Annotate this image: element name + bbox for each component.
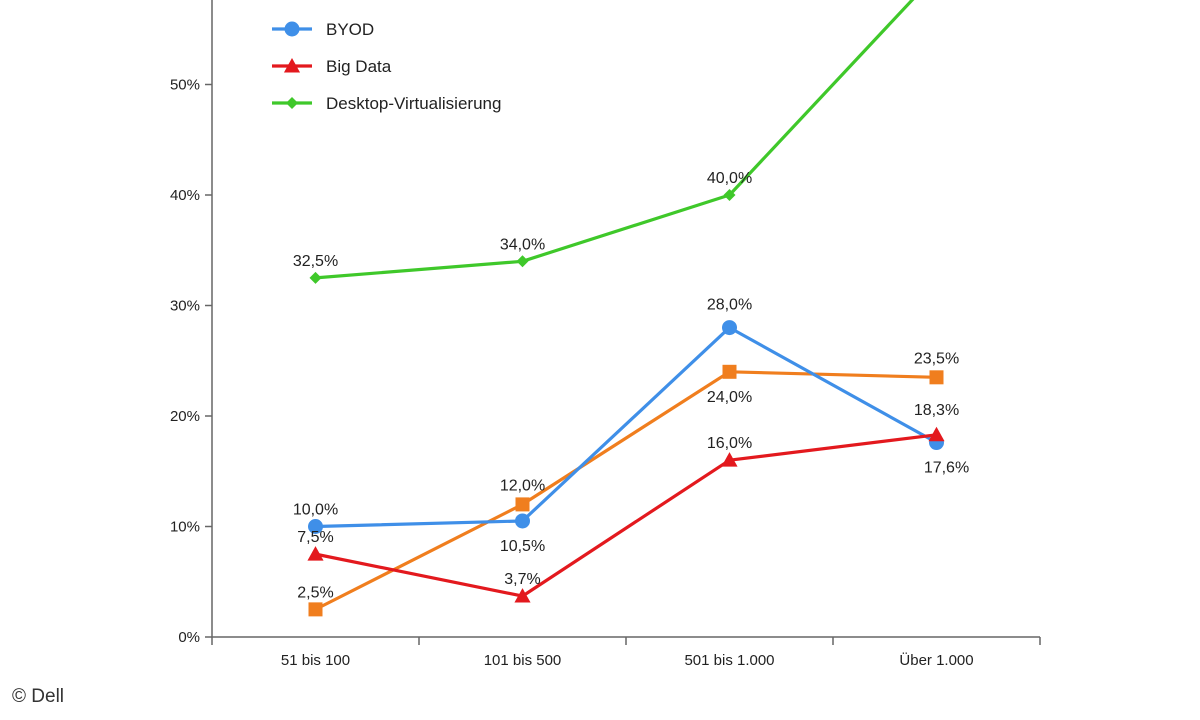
data-point — [514, 588, 531, 603]
y-tick-label: 20% — [170, 408, 200, 425]
x-tick-label: 501 bis 1.000 — [684, 652, 774, 669]
data-point — [929, 370, 944, 385]
data-label: 23,5% — [914, 350, 959, 367]
series-1: 10,0% 10,5% 28,0% 17,6% — [293, 297, 969, 555]
data-label: 16,0% — [707, 435, 752, 452]
data-label: 32,5% — [293, 253, 338, 270]
data-point — [308, 602, 323, 617]
data-label: 7,5% — [297, 529, 333, 546]
data-point — [516, 255, 529, 268]
legend-label: Desktop-Virtualisierung — [326, 94, 501, 113]
data-label: 28,0% — [707, 297, 752, 314]
data-point — [723, 189, 736, 201]
data-label: 10,0% — [293, 502, 338, 519]
y-tick-label: 40% — [170, 187, 200, 204]
data-label: 10,5% — [500, 538, 545, 555]
data-point — [928, 426, 945, 442]
x-ticks: 51 bis 100 101 bis 500 501 bis 1.000 Über 1… — [211, 637, 1041, 669]
data-label: 24,0% — [707, 389, 752, 406]
series-group: 2,5%12,0%24,0%23,5%10,0%10,5%28,0%17,6%7… — [293, 0, 969, 617]
data-label: 17,6% — [924, 460, 969, 477]
y-tick-label: 0% — [178, 629, 200, 646]
series-3: 32,5% 34,0% 40,0% — [293, 0, 915, 284]
data-point — [308, 519, 323, 534]
series-line — [315, 326, 938, 529]
series-line — [315, 0, 915, 280]
data-point — [515, 497, 530, 512]
data-label: 12,0% — [500, 477, 545, 494]
series-line — [314, 370, 937, 611]
y-tick-label: 10% — [170, 519, 200, 536]
x-tick-label: 51 bis 100 — [281, 652, 350, 669]
data-label: 3,7% — [504, 571, 540, 588]
data-point — [721, 452, 738, 467]
data-point — [722, 364, 737, 379]
data-label: 2,5% — [297, 584, 333, 601]
y-tick-label: 30% — [170, 298, 200, 315]
data-point — [515, 513, 530, 529]
legend-label: Big Data — [326, 57, 392, 76]
data-label: 40,0% — [707, 170, 752, 187]
y-tick-label: 50% — [170, 77, 200, 94]
series-line — [315, 433, 937, 598]
data-label: 34,0% — [500, 236, 545, 253]
series-2: 7,5% 3,7% 16,0% 18,3% — [297, 402, 959, 603]
x-tick-label: 101 bis 500 — [484, 652, 562, 669]
x-tick-label: Über 1.000 — [899, 651, 973, 669]
credit-text: © Dell — [12, 686, 65, 707]
legend-label: BYOD — [326, 20, 374, 39]
y-ticks: 0% 10% 20% 30% 40% 50% — [170, 77, 212, 646]
legend-marker — [284, 21, 300, 37]
legend-marker — [286, 97, 298, 109]
data-point — [722, 320, 737, 336]
data-label: 18,3% — [914, 402, 959, 419]
legend-marker — [283, 57, 301, 73]
legend: BYOD Big Data Desktop-Virtualisierung — [272, 20, 501, 113]
series-0: 2,5% 12,0% 24,0% 23,5% — [297, 350, 959, 617]
data-point — [309, 271, 322, 284]
data-point — [307, 546, 324, 561]
